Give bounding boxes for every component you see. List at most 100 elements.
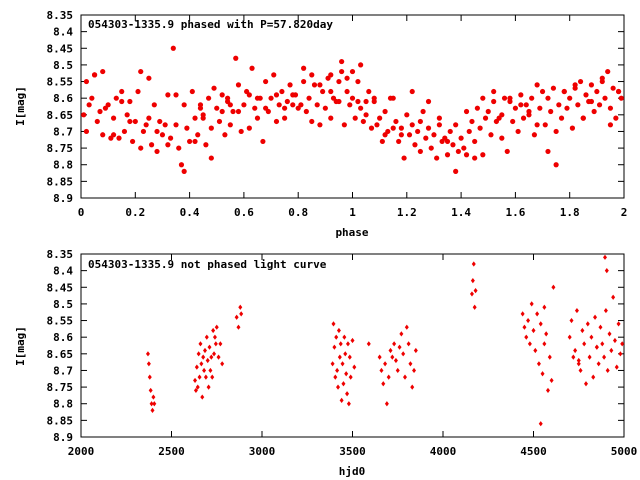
phased-panel: 054303-1335.9 phased with P=57.820day ph…	[14, 9, 627, 239]
unphased-data-point	[206, 384, 211, 390]
phased-x-tick-label: 0	[78, 206, 85, 219]
phased-data-point	[515, 128, 521, 135]
phased-data-point	[469, 118, 475, 125]
phased-data-point	[328, 115, 334, 121]
unphased-y-tick-label: 8.4	[53, 265, 73, 278]
unphased-data-point	[345, 341, 350, 347]
phased-data-point	[553, 128, 559, 135]
unphased-data-point	[201, 354, 206, 360]
unphased-data-point	[612, 337, 617, 344]
phased-data-point	[279, 88, 285, 95]
phased-data-point	[276, 102, 282, 108]
phased-data-point	[569, 125, 576, 131]
phased-data-point	[322, 105, 328, 111]
unphased-data-point	[542, 304, 547, 310]
unphased-data-point	[538, 321, 543, 327]
phased-data-point	[583, 92, 589, 98]
phased-data-point	[89, 95, 95, 101]
phased-data-point	[83, 78, 90, 85]
phased-data-point	[545, 148, 551, 155]
unphased-data-point	[366, 341, 371, 347]
phased-data-point	[420, 108, 426, 115]
phased-data-point	[165, 92, 171, 98]
phased-data-point	[222, 132, 228, 138]
phased-data-point	[349, 95, 356, 101]
unphased-data-point	[342, 334, 347, 340]
unphased-data-point	[402, 374, 407, 380]
unphased-data-point	[535, 311, 540, 317]
phased-data-point	[366, 88, 372, 95]
phased-data-point	[412, 142, 418, 148]
phased-data-point	[463, 108, 470, 115]
unphased-y-tick-label: 8.55	[47, 315, 74, 328]
phased-data-point	[545, 95, 551, 101]
phased-data-point	[208, 155, 214, 161]
phased-data-point	[83, 128, 90, 135]
phased-data-point	[558, 115, 565, 121]
phased-data-point	[124, 112, 130, 118]
unphased-data-point	[198, 341, 203, 347]
phased-data-point	[501, 95, 508, 101]
phased-y-tick-label: 8.65	[47, 109, 74, 122]
phased-data-point	[233, 55, 239, 61]
phased-data-point	[409, 122, 415, 128]
unphased-data-point	[614, 364, 619, 370]
phased-data-point	[436, 115, 442, 121]
unphased-data-point	[591, 374, 596, 380]
phased-data-point	[436, 122, 442, 128]
phased-data-point	[203, 142, 209, 148]
unphased-data-point	[574, 307, 579, 314]
unphased-data-point	[197, 374, 202, 380]
phased-y-tick-label: 8.35	[47, 9, 74, 22]
phased-data-point	[504, 148, 510, 155]
unphased-data-point	[337, 354, 342, 360]
unphased-data-point	[220, 361, 225, 367]
phased-y-ticks: 8.35 8.4 8.45 8.5 8.55 8.6 8.65 8.7 8.75 8.8 8.85 8…	[47, 9, 624, 205]
phased-data-point	[379, 138, 385, 145]
unphased-ylabel: I[mag]	[14, 326, 27, 366]
phased-data-point	[81, 112, 87, 118]
phased-data-point	[591, 108, 597, 115]
phased-data-point	[320, 88, 326, 95]
phased-data-point	[173, 92, 179, 98]
phased-data-point	[314, 102, 320, 108]
unphased-data-point	[587, 354, 592, 360]
phased-data-point	[539, 88, 546, 95]
phased-data-point	[290, 92, 296, 98]
phased-data-point	[284, 98, 290, 105]
phased-data-point	[211, 85, 217, 91]
phased-data-point	[401, 155, 407, 161]
phased-x-tick-label: 1.2	[397, 206, 417, 219]
phased-data-point	[491, 98, 497, 105]
unphased-y-tick-label: 8.75	[47, 381, 74, 394]
phased-data-point	[301, 65, 307, 71]
phased-data-point	[140, 128, 147, 135]
unphased-data-point	[594, 344, 599, 350]
unphased-data-point	[569, 317, 574, 324]
unphased-x-ticks: 2000 2500 3000 3500 4000 4500 5000	[68, 254, 637, 458]
unphased-data-point	[413, 347, 418, 354]
unphased-points	[145, 254, 625, 427]
phased-data-point	[148, 142, 155, 148]
phased-data-point	[181, 168, 187, 174]
phased-data-point	[336, 78, 342, 85]
phased-data-point	[176, 145, 182, 151]
phased-data-point	[360, 118, 366, 125]
phased-data-point	[537, 105, 543, 111]
phased-y-tick-label: 8.9	[53, 192, 73, 205]
phased-data-point	[121, 128, 128, 135]
phased-data-point	[306, 95, 312, 101]
phased-data-point	[157, 118, 163, 125]
unphased-data-point	[239, 311, 244, 317]
phased-data-point	[599, 75, 605, 81]
unphased-data-point	[473, 288, 478, 294]
phased-data-point	[154, 128, 160, 135]
phased-data-point	[339, 68, 345, 75]
phased-data-point	[341, 122, 347, 128]
phased-data-point	[86, 102, 92, 108]
unphased-x-tick-label: 4000	[430, 445, 457, 458]
phased-data-point	[610, 85, 616, 91]
phased-data-point	[235, 108, 242, 115]
phased-x-tick-label: 1.8	[560, 206, 580, 219]
phased-data-point	[447, 128, 453, 135]
